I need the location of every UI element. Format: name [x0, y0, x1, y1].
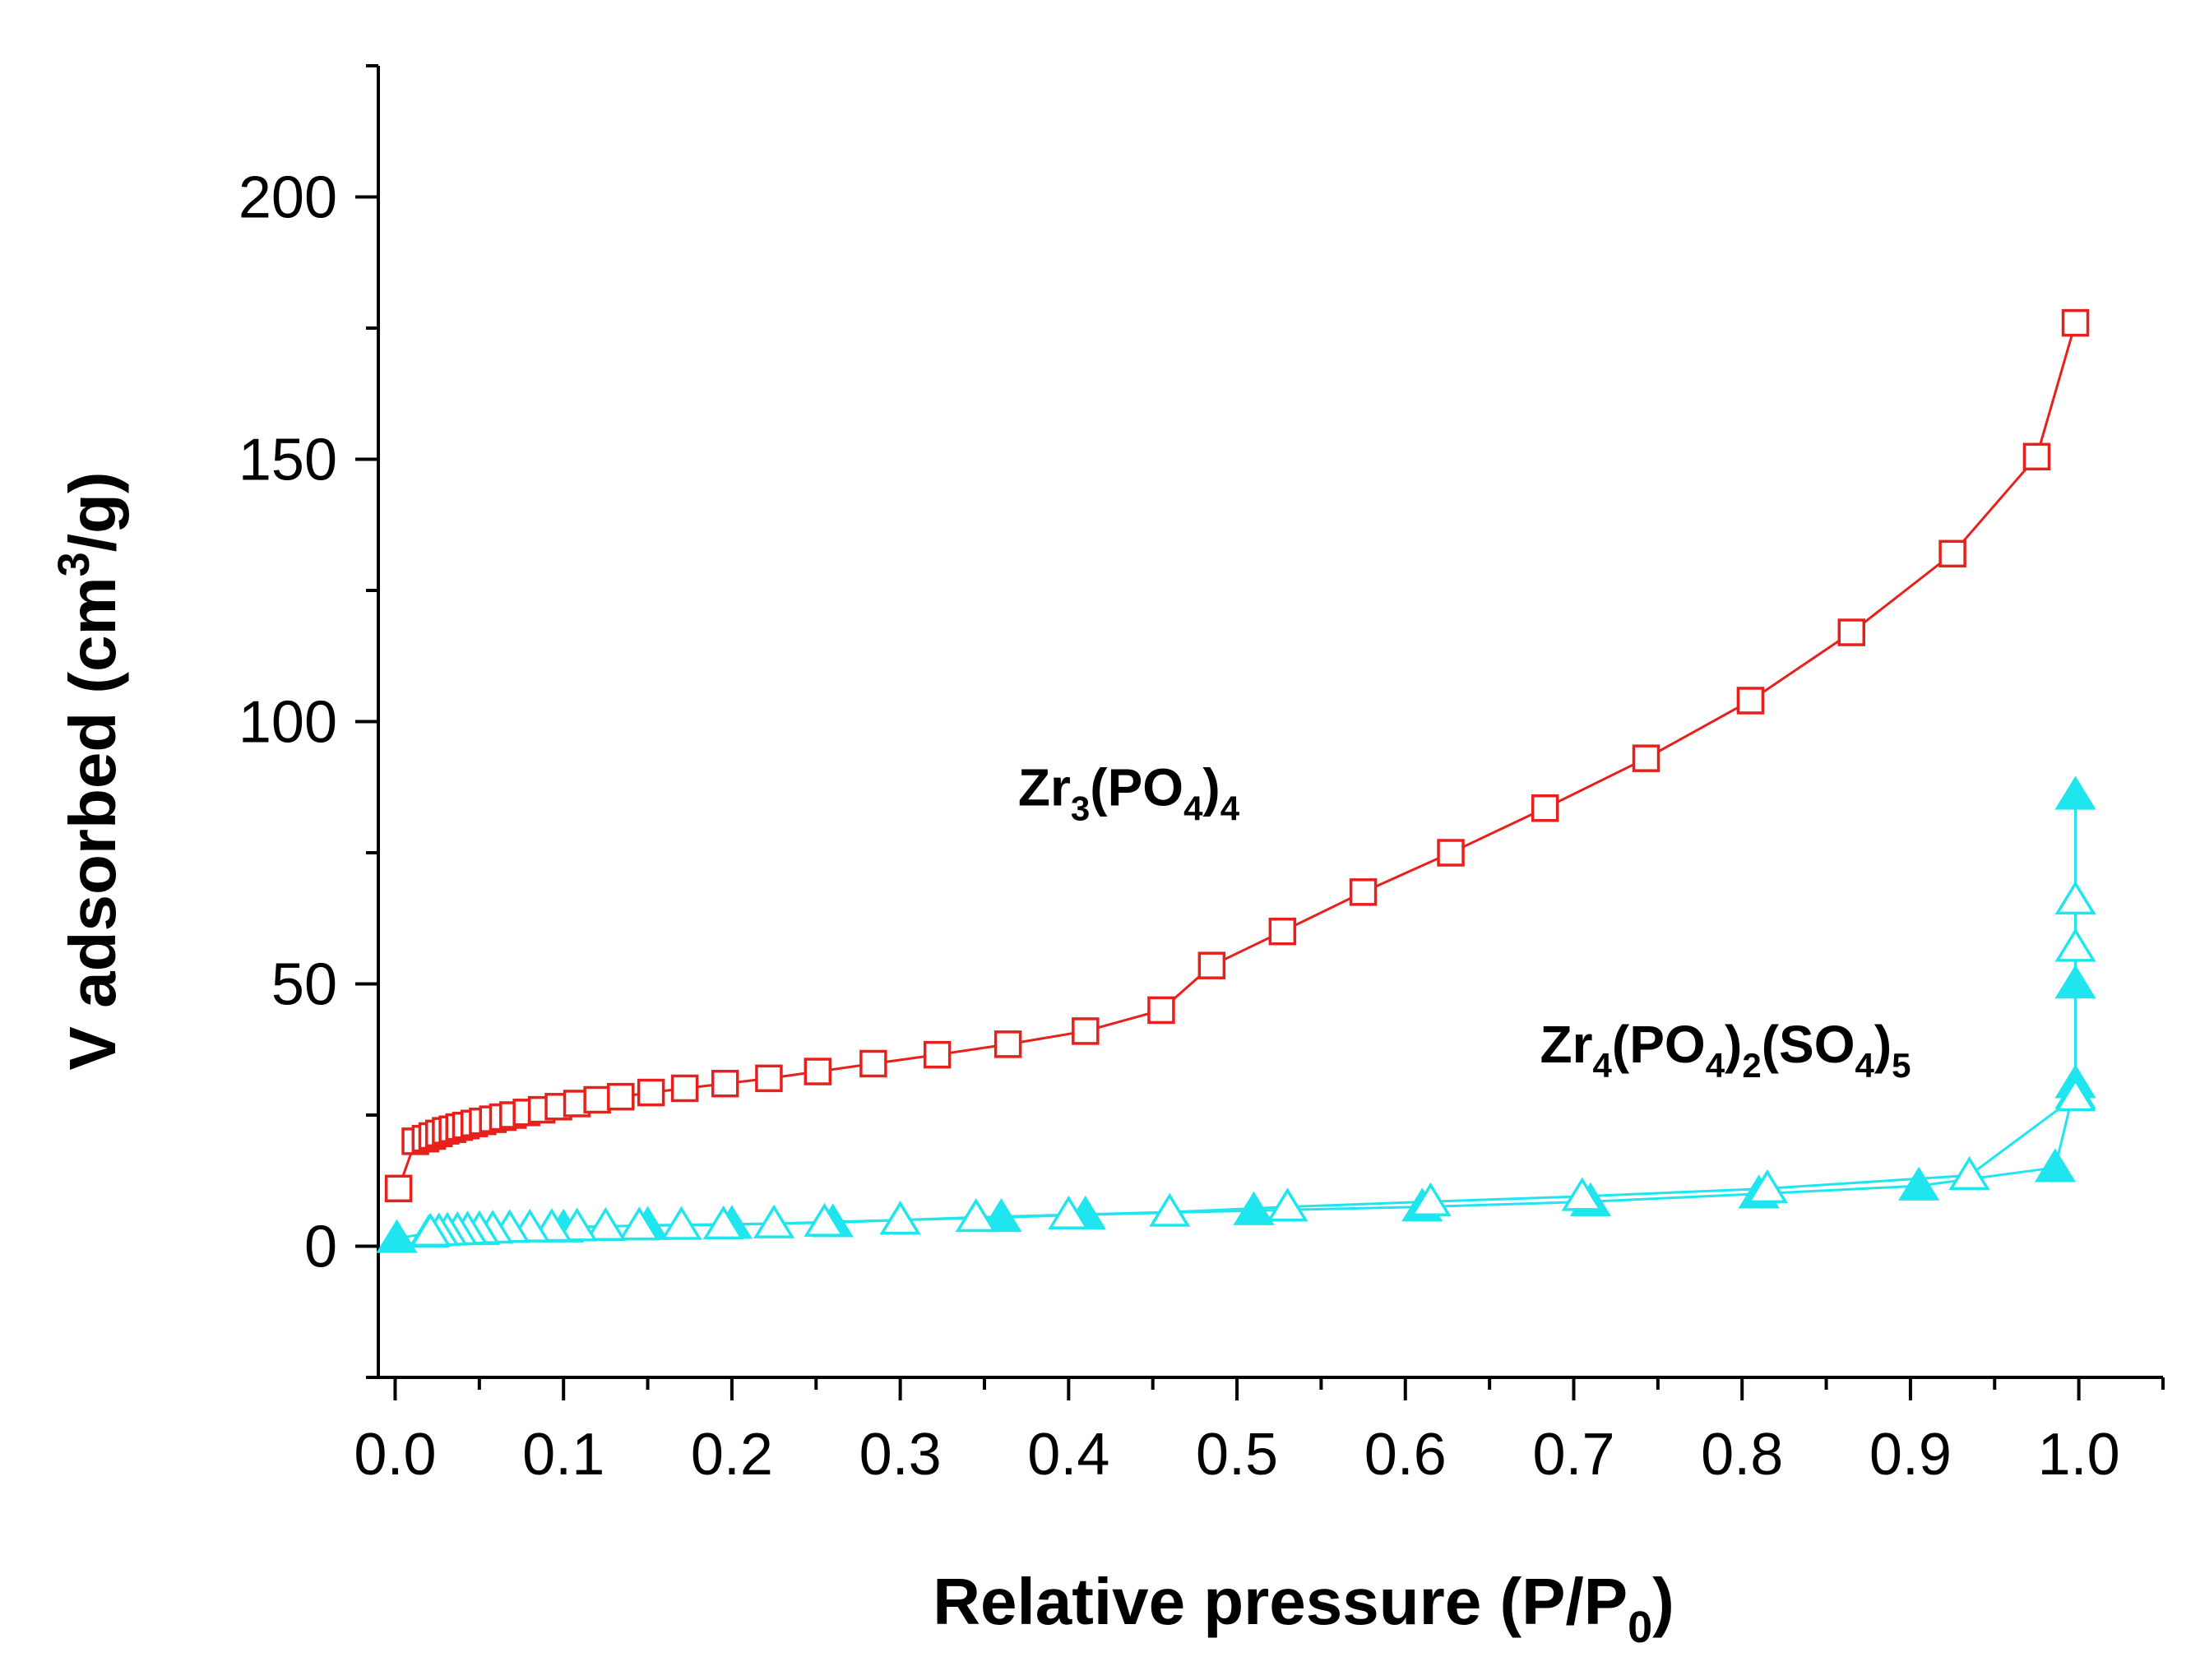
data-point — [607, 1082, 635, 1111]
data-point — [585, 1206, 627, 1242]
y-tick-label: 200 — [239, 165, 337, 231]
x-tick-label: 0.0 — [354, 1422, 436, 1488]
series-3 — [410, 881, 2096, 1247]
x-tick-label: 0.5 — [1196, 1422, 1278, 1488]
annotation-2: Zr4(PO4)2(SO4)5 — [1540, 1015, 1911, 1085]
y-tick-label: 100 — [239, 690, 337, 756]
y-tick-label: 50 — [271, 952, 337, 1018]
data-point — [618, 1206, 660, 1241]
data-point — [1072, 1017, 1100, 1045]
x-tick-label: 0.9 — [1869, 1422, 1952, 1488]
data-point — [2054, 881, 2096, 915]
data-point — [1736, 687, 1765, 715]
data-point — [2061, 308, 2090, 337]
data-point — [955, 1198, 997, 1233]
data-point — [384, 1174, 413, 1203]
data-point — [753, 1204, 795, 1238]
x-axis-title: Relative pressure (P/P0) — [933, 1565, 1674, 1652]
x-tick-label: 0.1 — [522, 1422, 604, 1488]
y-tick-label: 150 — [239, 428, 337, 493]
annotation-layer: Zr3(PO4)4 Zr4(PO4)2(SO4)5 — [1018, 758, 1911, 1085]
data-point — [1267, 1187, 1308, 1222]
data-point — [1837, 618, 1866, 646]
data-point — [1561, 1177, 1603, 1211]
data-point — [1048, 1195, 1090, 1229]
x-tick-label: 0.3 — [859, 1422, 942, 1488]
data-point — [583, 1085, 611, 1114]
data-point — [1898, 1166, 1940, 1201]
y-tick-label: 0 — [304, 1215, 337, 1280]
data-point — [1197, 951, 1226, 979]
x-tick-label: 0.8 — [1701, 1422, 1783, 1488]
x-tick-label: 0.7 — [1532, 1422, 1614, 1488]
data-point — [376, 1219, 418, 1253]
data-point — [670, 1074, 699, 1103]
data-point — [711, 1069, 739, 1098]
data-point — [923, 1040, 952, 1069]
data-point — [660, 1206, 702, 1240]
axes: 0.0 0.1 0.2 0.3 0.4 0.5 0.6 0.7 0.8 0.9 1.0 0 50 100 1… — [49, 64, 2165, 1652]
data-point — [2054, 928, 2096, 962]
data-point — [1531, 794, 1559, 822]
series-1 — [384, 308, 2090, 1203]
data-point — [1746, 1169, 1789, 1204]
y-axis-title: V adsorbed (cm3/g) — [49, 472, 129, 1071]
data-point — [410, 1212, 452, 1247]
data-point — [702, 1205, 744, 1240]
data-point — [879, 1201, 921, 1235]
data-point — [1948, 1156, 1990, 1191]
x-tick-label: 0.6 — [1364, 1422, 1447, 1488]
data-point — [556, 1207, 598, 1242]
data-point — [2054, 1077, 2096, 1112]
data-point — [993, 1030, 1022, 1058]
data-point — [804, 1058, 832, 1085]
data-point — [1349, 878, 1378, 906]
data-point — [755, 1064, 783, 1093]
data-point — [2034, 1148, 2077, 1182]
x-tick-label: 0.4 — [1027, 1422, 1109, 1488]
data-point — [1437, 839, 1465, 867]
data-point — [1268, 917, 1297, 946]
data-point — [2022, 442, 2051, 471]
series-layer — [376, 308, 2096, 1253]
data-point — [637, 1078, 665, 1107]
data-point — [1410, 1182, 1452, 1217]
data-point — [859, 1049, 887, 1078]
x-tick-label: 1.0 — [2038, 1422, 2120, 1488]
data-point — [1147, 996, 1175, 1025]
data-point — [1632, 744, 1660, 772]
data-point — [2054, 775, 2096, 810]
x-tick-label: 0.2 — [691, 1422, 773, 1488]
annotation-1: Zr3(PO4)4 — [1018, 758, 1240, 828]
data-point — [1938, 539, 1966, 568]
data-point — [804, 1202, 845, 1237]
data-point — [1149, 1192, 1191, 1227]
